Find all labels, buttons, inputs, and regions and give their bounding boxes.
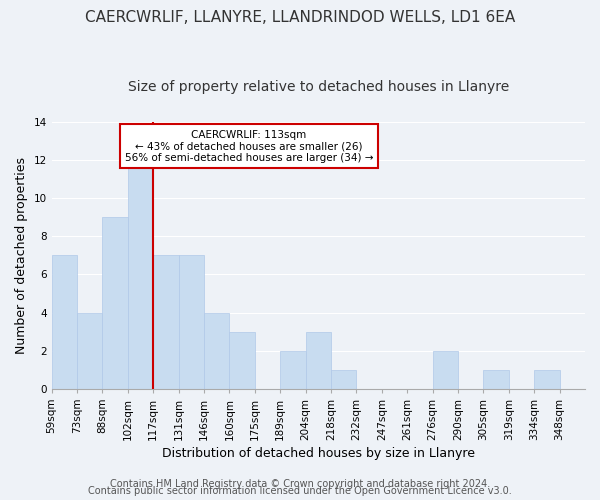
Title: Size of property relative to detached houses in Llanyre: Size of property relative to detached ho…: [128, 80, 509, 94]
Bar: [280, 350, 305, 389]
Bar: [153, 255, 179, 389]
Y-axis label: Number of detached properties: Number of detached properties: [15, 156, 28, 354]
Bar: [179, 255, 204, 389]
Bar: [128, 160, 153, 389]
Text: Contains public sector information licensed under the Open Government Licence v3: Contains public sector information licen…: [88, 486, 512, 496]
Bar: [229, 332, 255, 389]
Text: CAERCWRLIF: 113sqm
← 43% of detached houses are smaller (26)
56% of semi-detache: CAERCWRLIF: 113sqm ← 43% of detached hou…: [125, 130, 373, 163]
Bar: [534, 370, 560, 389]
Bar: [204, 312, 229, 389]
Bar: [52, 255, 77, 389]
Text: CAERCWRLIF, LLANYRE, LLANDRINDOD WELLS, LD1 6EA: CAERCWRLIF, LLANYRE, LLANDRINDOD WELLS, …: [85, 10, 515, 25]
Bar: [484, 370, 509, 389]
X-axis label: Distribution of detached houses by size in Llanyre: Distribution of detached houses by size …: [162, 447, 475, 460]
Text: Contains HM Land Registry data © Crown copyright and database right 2024.: Contains HM Land Registry data © Crown c…: [110, 479, 490, 489]
Bar: [331, 370, 356, 389]
Bar: [77, 312, 103, 389]
Bar: [305, 332, 331, 389]
Bar: [433, 350, 458, 389]
Bar: [103, 217, 128, 389]
